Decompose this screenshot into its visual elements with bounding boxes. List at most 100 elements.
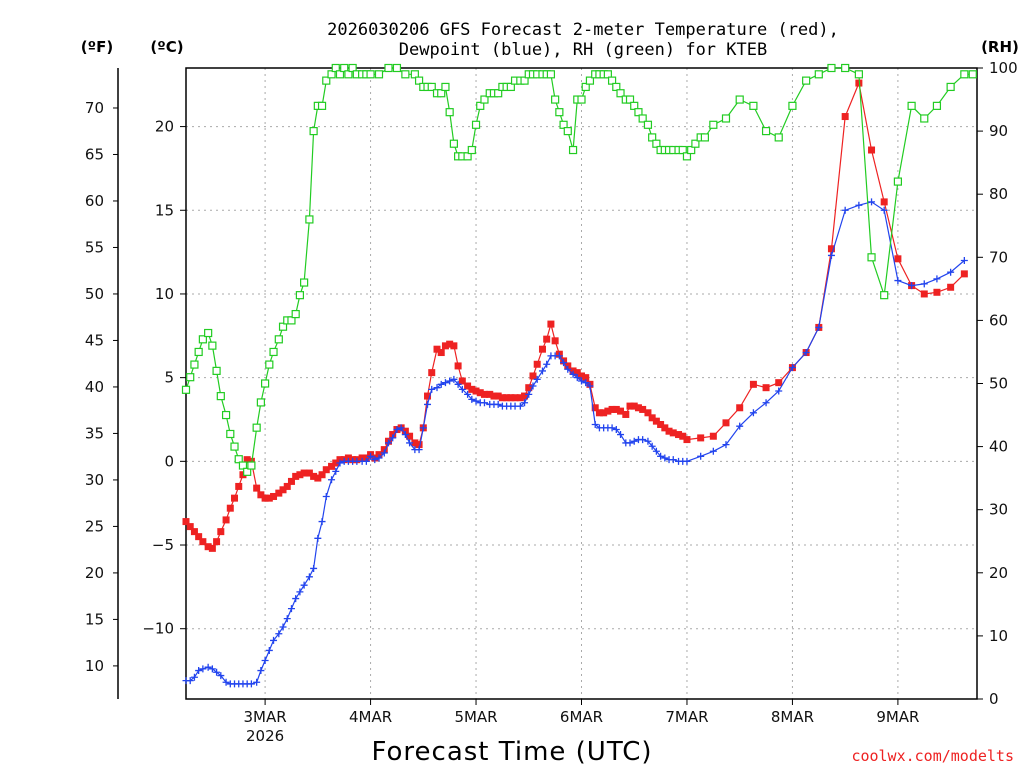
rh-point-2 [190,360,199,369]
rh-point-16 [252,423,261,432]
dewpoint-point-50 [401,431,409,439]
dewpoint-point-68 [480,399,488,407]
rh-point-119 [774,133,783,142]
dewpoint-point-124 [815,323,823,331]
dewpoint-point-46 [384,439,392,447]
rh-point-114 [709,120,718,129]
temperature-point-9 [222,516,230,524]
dewpoint-point-7 [213,668,221,676]
rh-tick-label-10: 10 [989,627,1008,645]
temperature-point-20 [270,492,278,500]
rh-axis-unit: (RH) [981,38,1019,56]
temperature-point-127 [855,79,863,87]
celsius-axis-unit: (ºC) [150,38,183,56]
dewpoint-point-18 [261,657,269,665]
temperature-point-27 [300,469,308,477]
rh-point-127 [880,291,889,300]
rh-point-101 [648,133,657,142]
x-tick-label-7MAR: 7MAR [665,708,708,726]
rh-point-81 [559,120,568,129]
dewpoint-point-59 [441,379,449,387]
rh-point-110 [687,145,696,155]
dewpoint-point-44 [375,454,383,462]
temperature-point-90 [578,372,585,380]
dewpoint-point-98 [612,426,620,434]
dewpoint-point-6 [208,665,216,673]
temperature-point-0 [182,518,190,526]
rh-point-35 [335,70,345,79]
rh-point-128 [893,177,903,186]
rh-point-21 [274,335,283,344]
rh-point-123 [827,63,836,73]
rh-point-14 [243,467,252,476]
temperature-point-17 [257,491,265,499]
temperature-point-79 [529,372,537,380]
x-tick-label-6MAR: 6MAR [560,708,603,726]
dewpoint-point-26 [296,588,304,596]
temperature-point-62 [454,362,462,370]
temperature-point-53 [415,441,423,449]
f-tick-label-60: 60 [85,192,104,210]
dewpoint-point-1 [186,677,194,685]
temperature-point-134 [947,283,955,291]
rh-point-59 [463,152,472,161]
temperature-point-10 [226,504,234,512]
rh-point-53 [437,89,446,98]
rh-point-25 [291,309,300,319]
x-tick-label-9MAR: 9MAR [876,708,919,726]
dewpoint-point-129 [880,206,888,214]
temperature-point-70 [490,392,498,400]
rh-point-48 [414,76,424,85]
rh-point-27 [300,278,309,287]
temperature-point-30 [314,474,322,482]
rh-point-124 [841,63,850,73]
rh-point-28 [305,215,314,224]
temperature-point-109 [661,424,669,432]
dewpoint-point-89 [573,374,581,382]
dewpoint-point-106 [648,442,656,450]
dewpoint-point-108 [657,452,665,460]
dewpoint-point-58 [437,380,445,388]
dewpoint-point-105 [644,437,652,445]
temperature-point-57 [433,345,441,353]
rh-point-15 [247,461,256,470]
dewpoint-point-29 [310,564,318,572]
temperature-point-130 [894,255,902,263]
dewpoint-point-63 [458,385,466,393]
c-tick-label--10: −10 [142,620,174,638]
rh-tick-label-100: 100 [989,59,1018,77]
dewpoint-point-3 [195,667,203,675]
dewpoint-point-27 [300,581,308,589]
rh-point-82 [563,126,572,136]
x-tick-label-5MAR: 5MAR [454,708,497,726]
rh-point-34 [331,63,340,73]
dewpoint-point-125 [827,251,835,259]
temperature-point-75 [511,394,519,402]
dewpoint-point-80 [533,375,541,383]
x-tick-label-4MAR: 4MAR [349,708,392,726]
dewpoint-point-77 [521,399,529,407]
dewpoint-point-104 [639,436,647,444]
rh-point-42 [366,70,375,79]
chart-title-line-2: Dewpoint (blue), RH (green) for KTEB [399,40,767,60]
rh-point-17 [256,398,265,407]
dewpoint-point-34 [332,467,340,475]
temperature-point-94 [595,409,603,417]
rh-point-100 [643,120,653,129]
rh-point-31 [317,101,327,110]
temperature-point-59 [441,342,449,350]
temperature-point-121 [775,379,783,387]
temperature-point-56 [428,369,436,377]
dewpoint-point-57 [433,384,441,392]
temperature-point-22 [279,486,287,494]
rh-point-80 [555,108,564,117]
temperature-point-61 [450,342,458,350]
dewpoint-point-118 [736,422,744,430]
temperature-point-23 [283,482,291,490]
dewpoint-point-79 [529,382,537,390]
rh-line [185,66,973,473]
rh-point-99 [638,114,647,123]
temperature-point-24 [287,477,295,485]
dewpoint-point-65 [468,395,476,403]
temperature-point-102 [630,402,638,410]
